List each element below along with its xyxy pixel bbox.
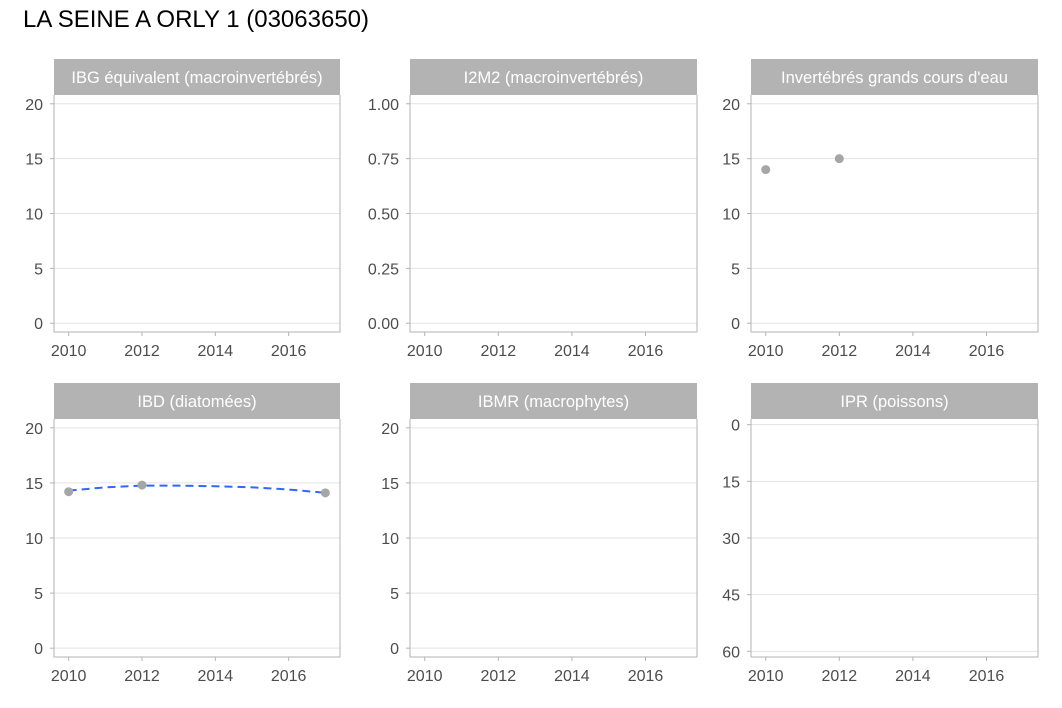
x-tick-label: 2016 [271,668,307,685]
facet-strip [54,59,340,95]
y-tick-label: 0.25 [368,261,399,278]
y-tick-label: 45 [722,588,740,605]
facet-title: IBD (diatomées) [137,393,256,411]
y-tick-label: 0 [731,418,740,435]
y-tick-label: 5 [34,586,43,603]
y-tick-label: 5 [390,586,399,603]
x-tick-label: 2012 [124,343,160,360]
x-tick-label: 2012 [822,668,858,685]
y-tick-label: 0 [34,316,43,333]
facet-panel: IPR (poissons) 0 15 30 45 60 2010 2012 2014 2016 [722,383,1039,685]
facet-strip [410,383,697,419]
y-tick-label: 30 [722,531,740,548]
x-tick-label: 2012 [124,668,160,685]
y-tick-label: 0.75 [368,152,399,169]
y-tick-label: 15 [25,152,43,169]
facet-strip [751,59,1038,95]
y-tick-label: 20 [381,421,399,438]
y-tick-label: 5 [731,261,740,278]
x-tick-label: 2012 [481,343,517,360]
facet-title: IPR (poissons) [840,393,948,411]
y-tick-label: 0.00 [368,316,399,333]
x-tick-label: 2010 [748,343,784,360]
data-point [834,154,844,164]
y-tick-label: 20 [25,421,43,438]
x-tick-label: 2012 [822,343,858,360]
facet-panel: IBD (diatomées) 0 5 10 15 20 2010 2012 2014 2016 [25,383,341,685]
y-tick-label: 10 [722,207,740,224]
y-tick-label: 20 [722,97,740,114]
y-tick-label: 0.50 [368,207,399,224]
facet-panel: IBMR (macrophytes) 0 5 10 15 20 2010 2012 2014 20… [381,383,698,685]
trend-line [68,484,326,494]
x-tick-label: 2010 [407,668,443,685]
facet-panel: Invertébrés grands cours d'eau 0 5 10 15 20 20… [722,59,1039,360]
x-tick-label: 2016 [271,343,307,360]
x-tick-label: 2014 [895,668,931,685]
y-tick-label: 5 [34,261,43,278]
x-tick-label: 2012 [481,668,517,685]
y-tick-label: 1.00 [368,97,399,114]
facet-panel: IBG équivalent (macroinvertébrés) 0 5 10 15 2… [25,59,341,360]
x-tick-label: 2014 [554,668,590,685]
data-point [320,488,330,498]
x-tick-label: 2014 [554,343,590,360]
y-tick-label: 60 [722,644,740,661]
facet-title: Invertébrés grands cours d'eau [781,69,1008,87]
y-tick-label: 15 [381,476,399,493]
y-tick-label: 0 [34,641,43,658]
x-tick-label: 2010 [51,343,87,360]
facet-strip [54,383,340,419]
x-tick-label: 2014 [198,343,234,360]
y-tick-label: 15 [25,476,43,493]
x-tick-label: 2016 [969,343,1005,360]
data-point [761,165,771,175]
y-tick-label: 10 [25,207,43,224]
y-tick-label: 15 [722,152,740,169]
x-tick-label: 2014 [895,343,931,360]
x-tick-label: 2016 [969,668,1005,685]
page-title: LA SEINE A ORLY 1 (03063650) [23,6,370,33]
x-tick-label: 2010 [748,668,784,685]
facet-title: I2M2 (macroinvertébrés) [464,69,644,87]
y-tick-label: 10 [25,531,43,548]
facet-panel: I2M2 (macroinvertébrés) 0.00 0.25 0.50 0.75 1… [368,59,698,360]
x-tick-label: 2010 [51,668,87,685]
y-tick-label: 10 [381,531,399,548]
x-tick-label: 2010 [407,343,443,360]
y-tick-label: 0 [731,316,740,333]
facet-strip [410,59,697,95]
facet-title: IBG équivalent (macroinvertébrés) [71,69,322,87]
data-point [137,480,147,490]
facet-strip [751,383,1038,419]
data-point [64,487,74,497]
y-tick-label: 20 [25,97,43,114]
x-tick-label: 2014 [198,668,234,685]
y-tick-label: 0 [390,641,399,658]
x-tick-label: 2016 [628,343,664,360]
y-tick-label: 15 [722,474,740,491]
x-tick-label: 2016 [628,668,664,685]
facet-title: IBMR (macrophytes) [478,393,629,411]
